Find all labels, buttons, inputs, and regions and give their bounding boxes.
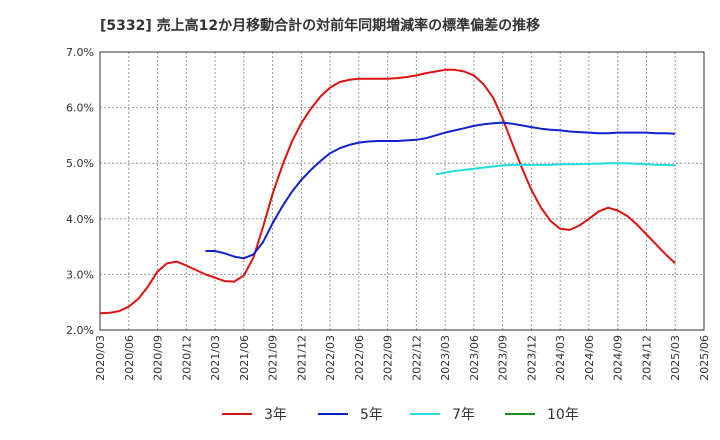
plot-frame	[99, 51, 705, 331]
y-tick-label: 6.0%	[66, 102, 94, 115]
x-tick-label: 2021/12	[295, 335, 308, 381]
y-tick-label: 2.0%	[66, 324, 94, 337]
x-tick-label: 2020/09	[152, 335, 165, 381]
y-tick-label: 3.0%	[66, 268, 94, 281]
x-tick-label: 2023/12	[525, 335, 538, 381]
series-line-7年	[435, 162, 676, 176]
x-tick-label: 2024/03	[554, 335, 567, 381]
x-tick-label: 2020/12	[180, 335, 193, 381]
x-tick-label: 2025/03	[669, 335, 682, 381]
x-tick-label: 2022/06	[353, 335, 366, 381]
legend-item: 10年	[505, 407, 579, 423]
x-tick-label: 2024/06	[583, 335, 596, 381]
x-tick-labels: 2020/03 2020/06 2020/09 2020/12 2021/03 2021/…	[94, 335, 711, 381]
x-tick-label: 2024/12	[640, 335, 653, 381]
legend-item: 5年	[318, 407, 383, 423]
legend: 3年 5年 7年 10年	[222, 407, 579, 423]
grid	[99, 51, 705, 331]
legend-label: 7年	[452, 407, 475, 423]
legend-label: 10年	[547, 407, 579, 423]
y-tick-label: 5.0%	[66, 157, 94, 170]
x-tick-label: 2023/09	[497, 335, 510, 381]
x-tick-label: 2024/09	[612, 335, 625, 381]
x-tick-label: 2021/09	[267, 335, 280, 381]
x-tick-label: 2021/03	[209, 335, 222, 381]
legend-label: 5年	[360, 407, 383, 423]
x-tick-label: 2025/06	[698, 335, 711, 381]
legend-label: 3年	[264, 407, 287, 423]
x-tick-label: 2020/06	[123, 335, 136, 381]
x-tick-label: 2023/03	[439, 335, 452, 381]
x-tick-label: 2021/06	[238, 335, 251, 381]
series-lines	[99, 68, 676, 315]
y-tick-label: 4.0%	[66, 213, 94, 226]
legend-item: 3年	[222, 407, 287, 423]
legend-item: 7年	[410, 407, 475, 423]
y-tick-labels: 2.0% 3.0% 4.0% 5.0% 6.0% 7.0%	[66, 46, 94, 337]
x-tick-label: 2023/06	[468, 335, 481, 381]
y-tick-label: 7.0%	[66, 46, 94, 59]
x-tick-label: 2022/03	[324, 335, 337, 381]
series-line-5年	[205, 121, 676, 260]
x-tick-label: 2022/09	[382, 335, 395, 381]
x-tick-label: 2020/03	[94, 335, 107, 381]
x-tick-label: 2022/12	[410, 335, 423, 381]
series-line-3年	[99, 68, 676, 315]
chart-title: [5332] 売上高12か月移動合計の対前年同期増減率の標準偏差の推移	[100, 17, 540, 34]
